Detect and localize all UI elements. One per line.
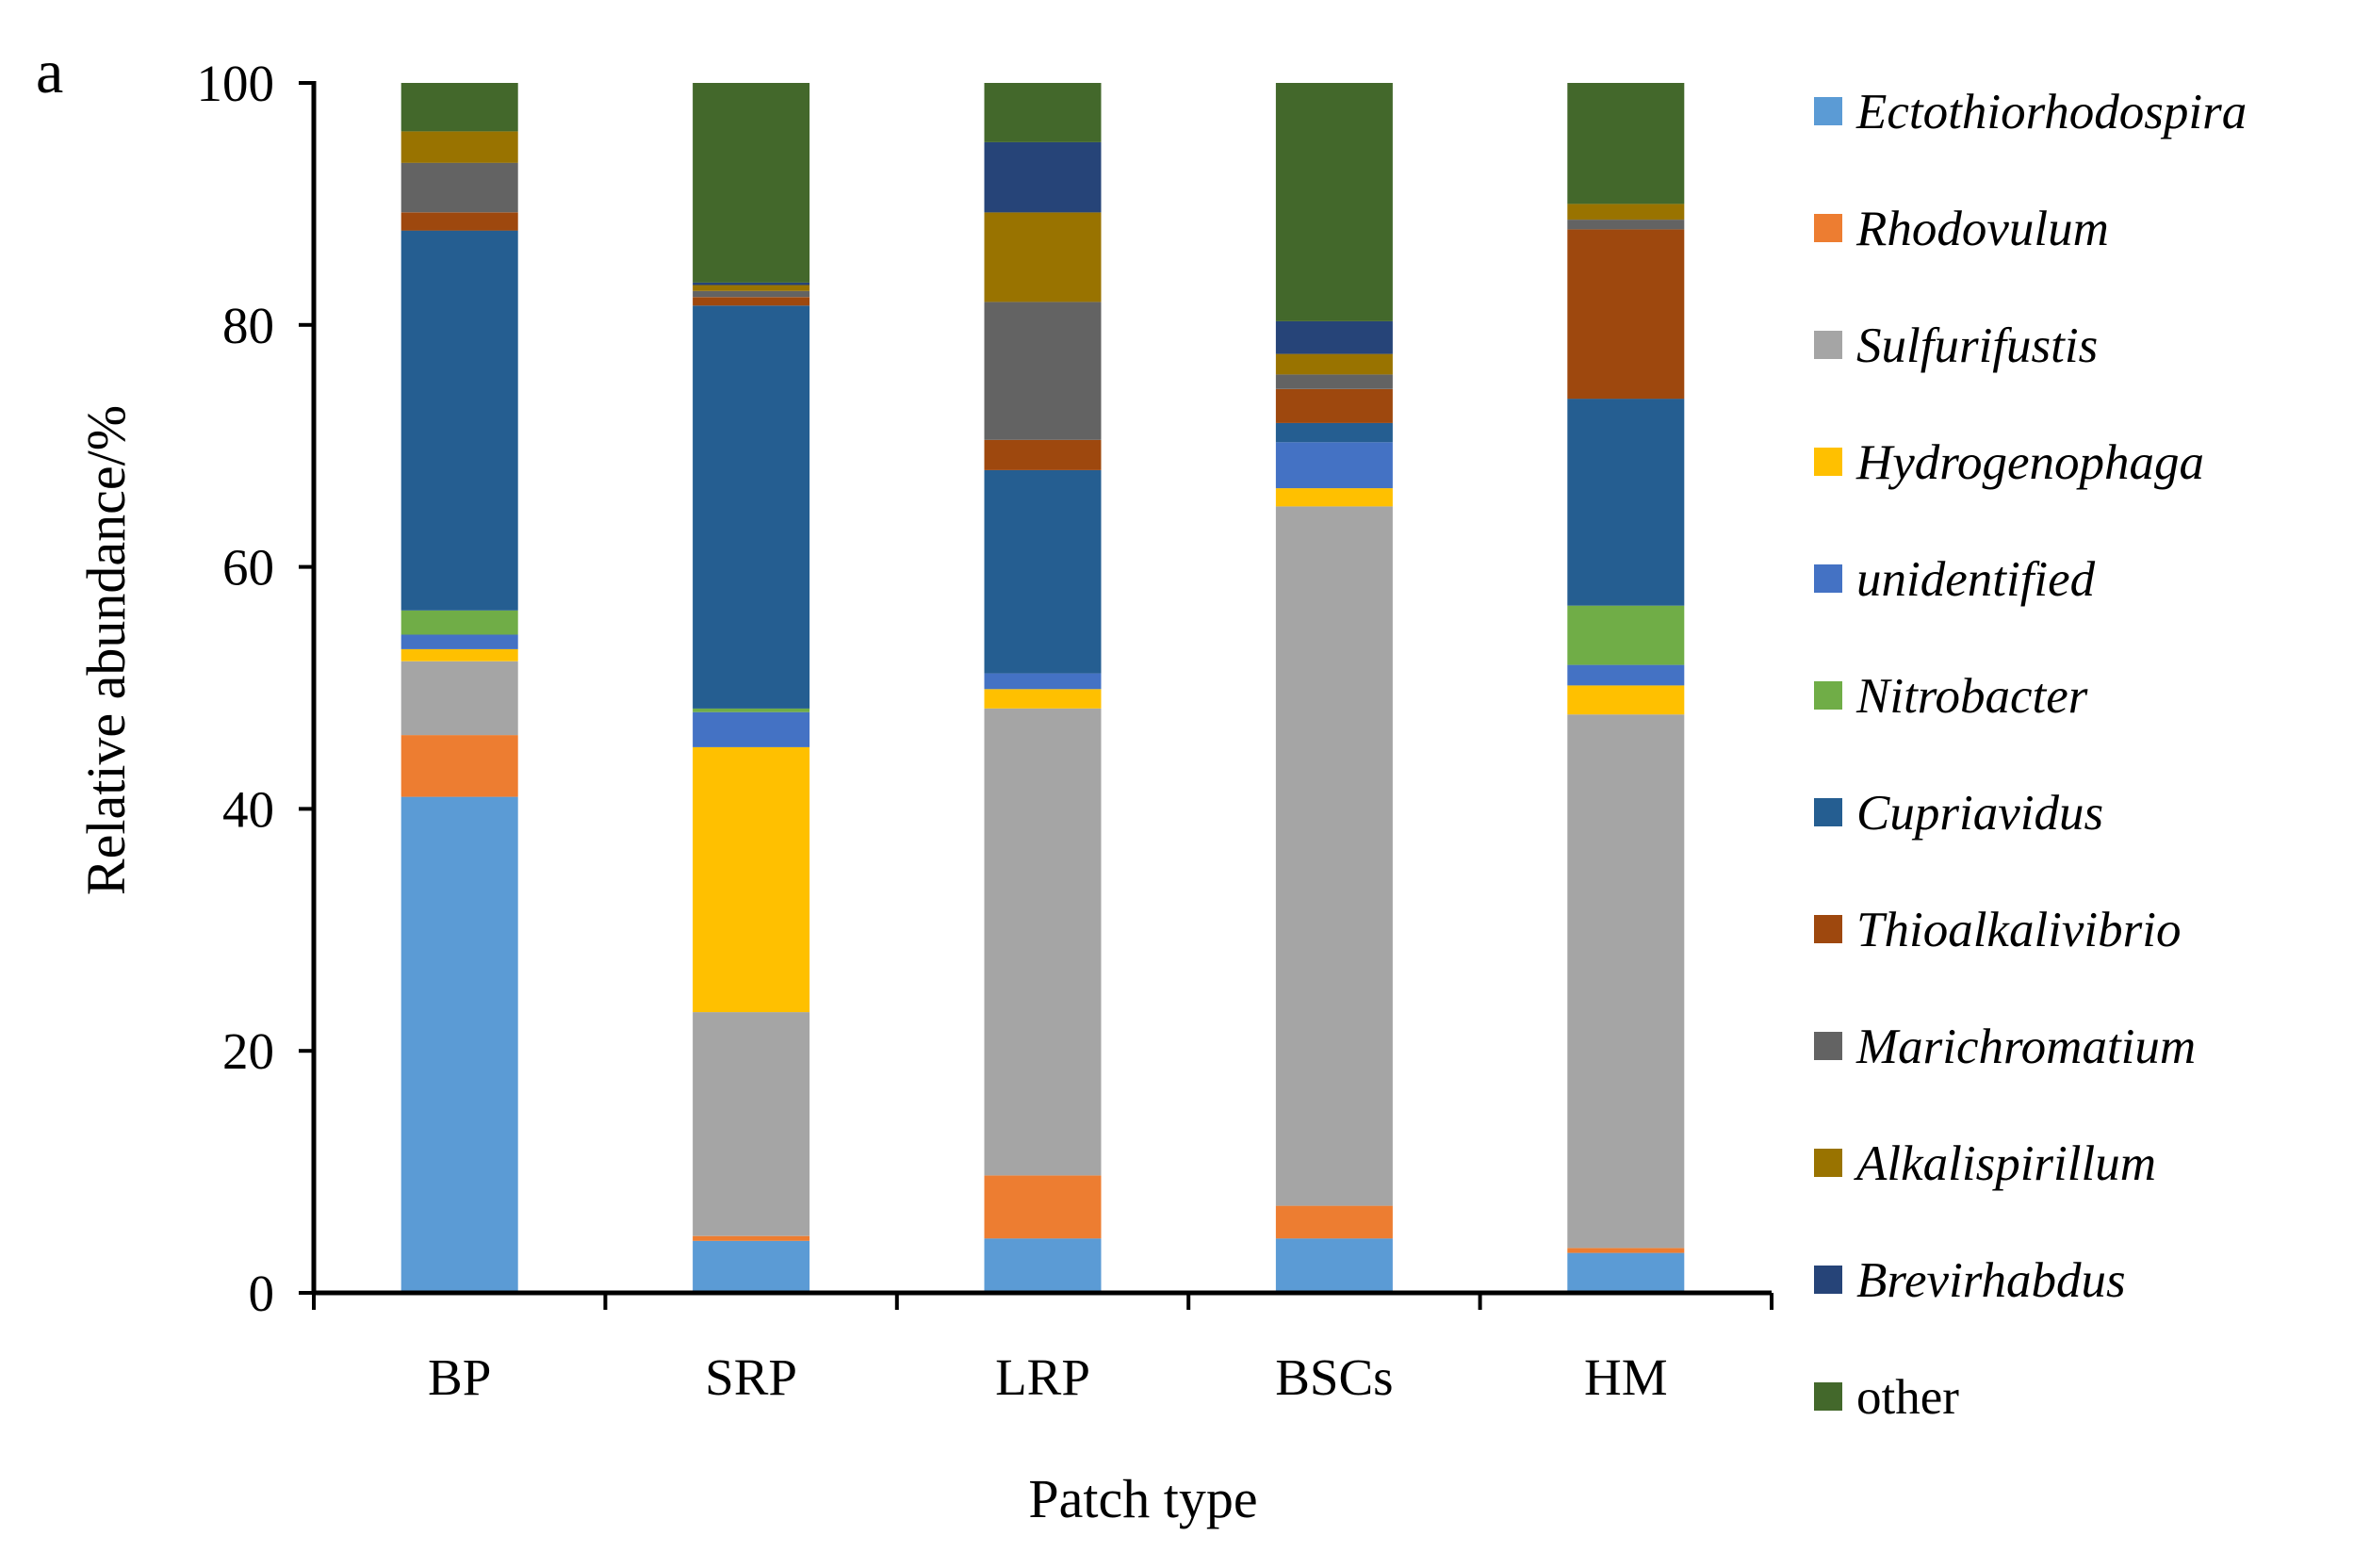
bar-segment-srp-brevirhabdus bbox=[693, 282, 810, 286]
bar-segment-hm-thioalkalivibrio bbox=[1567, 229, 1685, 400]
legend: Ectothiorhodospira Rhodovulum Sulfurifusti… bbox=[1814, 85, 2247, 1425]
panel-label: a bbox=[36, 38, 63, 106]
bar-segment-hm-alkalispirillum bbox=[1567, 204, 1685, 220]
legend-label-brevirhabdus: Brevirhabdus bbox=[1856, 1253, 2126, 1308]
x-tick-label-bp: BP bbox=[428, 1348, 491, 1406]
bar-segment-hm-other bbox=[1567, 83, 1685, 204]
bar-segment-lrp-sulfurifustis bbox=[984, 708, 1102, 1176]
y-tick-label-80: 80 bbox=[222, 297, 274, 354]
legend-swatch-other bbox=[1814, 1382, 1842, 1411]
bar-segment-bp-hydrogenophaga bbox=[400, 648, 518, 662]
bar-segment-bscs-alkalispirillum bbox=[1275, 353, 1393, 375]
bar-segment-srp-other bbox=[693, 83, 810, 283]
legend-label-hydrogenophaga: Hydrogenophaga bbox=[1855, 435, 2204, 490]
legend-label-cupriavidus: Cupriavidus bbox=[1856, 786, 2103, 841]
legend-label-nitrobacter: Nitrobacter bbox=[1855, 669, 2088, 724]
bar-segment-bp-thioalkalivibrio bbox=[400, 212, 518, 231]
legend-label-sulfurifustis: Sulfurifustis bbox=[1856, 318, 2098, 373]
bar-segment-hm-sulfurifustis bbox=[1567, 714, 1685, 1249]
y-tick-label-60: 60 bbox=[222, 539, 274, 596]
axes-group: 0 20 40 60 80 100 BP SRP LRP BSCs HM bbox=[197, 55, 1773, 1406]
legend-swatch-nitrobacter bbox=[1814, 681, 1842, 710]
bar-segment-bscs-brevirhabdus bbox=[1275, 320, 1393, 354]
legend-swatch-thioalkalivibrio bbox=[1814, 915, 1842, 943]
y-tick-label-100: 100 bbox=[197, 55, 275, 112]
legend-swatch-marichromatium bbox=[1814, 1032, 1842, 1060]
bar-segment-srp-alkalispirillum bbox=[693, 285, 810, 291]
y-tick-label-40: 40 bbox=[222, 780, 274, 838]
x-tick-label-bscs: BSCs bbox=[1275, 1348, 1393, 1406]
bar-segment-bscs-other bbox=[1275, 83, 1393, 321]
legend-swatch-hydrogenophaga bbox=[1814, 448, 1842, 476]
bar-segment-lrp-hydrogenophaga bbox=[984, 689, 1102, 709]
bar-segment-bp-nitrobacter bbox=[400, 610, 518, 635]
bars-group bbox=[400, 83, 1685, 1293]
bar-segment-hm-ectothiorhodospira bbox=[1567, 1252, 1685, 1293]
legend-swatch-brevirhabdus bbox=[1814, 1266, 1842, 1294]
legend-label-rhodovulum: Rhodovulum bbox=[1855, 202, 2109, 256]
legend-swatch-sulfurifustis bbox=[1814, 331, 1842, 359]
bar-segment-lrp-unidentified bbox=[984, 673, 1102, 690]
legend-label-thioalkalivibrio: Thioalkalivibrio bbox=[1856, 903, 2182, 957]
bar-segment-bp-marichromatium bbox=[400, 162, 518, 213]
bar-segment-bp-other bbox=[400, 83, 518, 132]
bar-segment-lrp-cupriavidus bbox=[984, 469, 1102, 674]
x-tick-label-hm: HM bbox=[1584, 1348, 1668, 1406]
legend-swatch-rhodovulum bbox=[1814, 214, 1842, 242]
bar-segment-bp-rhodovulum bbox=[400, 735, 518, 797]
legend-label-ectothiorhodospira: Ectothiorhodospira bbox=[1855, 85, 2247, 139]
legend-label-unidentified: unidentified bbox=[1856, 552, 2096, 607]
bar-segment-srp-thioalkalivibrio bbox=[693, 297, 810, 306]
legend-label-other: other bbox=[1856, 1370, 1959, 1425]
bar-segment-hm-hydrogenophaga bbox=[1567, 685, 1685, 715]
bar-segment-hm-rhodovulum bbox=[1567, 1248, 1685, 1253]
bar-segment-srp-unidentified bbox=[693, 711, 810, 747]
bar-segment-srp-rhodovulum bbox=[693, 1235, 810, 1241]
bar-segment-lrp-thioalkalivibrio bbox=[984, 439, 1102, 470]
x-axis-title: Patch type bbox=[1028, 1468, 1257, 1529]
bar-segment-lrp-other bbox=[984, 83, 1102, 142]
bar-segment-lrp-rhodovulum bbox=[984, 1175, 1102, 1239]
x-tick-label-lrp: LRP bbox=[995, 1348, 1090, 1406]
y-tick-label-20: 20 bbox=[222, 1022, 274, 1080]
bar-segment-lrp-alkalispirillum bbox=[984, 212, 1102, 302]
bar-segment-bscs-sulfurifustis bbox=[1275, 506, 1393, 1206]
bar-segment-bscs-unidentified bbox=[1275, 442, 1393, 489]
bar-segment-hm-unidentified bbox=[1567, 664, 1685, 686]
bar-segment-bp-alkalispirillum bbox=[400, 131, 518, 163]
legend-swatch-ectothiorhodospira bbox=[1814, 97, 1842, 125]
legend-swatch-unidentified bbox=[1814, 564, 1842, 593]
bar-segment-srp-hydrogenophaga bbox=[693, 746, 810, 1013]
bar-segment-lrp-ectothiorhodospira bbox=[984, 1238, 1102, 1293]
bar-segment-srp-nitrobacter bbox=[693, 708, 810, 712]
x-tick-label-srp: SRP bbox=[705, 1348, 797, 1406]
bar-segment-lrp-brevirhabdus bbox=[984, 141, 1102, 213]
y-axis-title: Relative abundance/% bbox=[75, 405, 137, 895]
bar-segment-bp-unidentified bbox=[400, 634, 518, 649]
bar-segment-bscs-marichromatium bbox=[1275, 374, 1393, 389]
bar-segment-bp-ectothiorhodospira bbox=[400, 796, 518, 1293]
bar-segment-bscs-hydrogenophaga bbox=[1275, 488, 1393, 507]
bar-segment-bscs-thioalkalivibrio bbox=[1275, 388, 1393, 423]
bar-segment-hm-nitrobacter bbox=[1567, 605, 1685, 665]
bar-segment-srp-cupriavidus bbox=[693, 305, 810, 709]
legend-label-alkalispirillum: Alkalispirillum bbox=[1854, 1136, 2156, 1191]
bar-segment-bp-sulfurifustis bbox=[400, 661, 518, 736]
legend-swatch-cupriavidus bbox=[1814, 798, 1842, 826]
bar-segment-bscs-ectothiorhodospira bbox=[1275, 1238, 1393, 1293]
bar-segment-hm-marichromatium bbox=[1567, 220, 1685, 230]
bar-segment-hm-cupriavidus bbox=[1567, 399, 1685, 606]
bar-segment-lrp-marichromatium bbox=[984, 302, 1102, 440]
y-tick-label-0: 0 bbox=[249, 1265, 275, 1322]
bar-segment-bscs-rhodovulum bbox=[1275, 1205, 1393, 1239]
legend-label-marichromatium: Marichromatium bbox=[1855, 1020, 2196, 1074]
legend-swatch-alkalispirillum bbox=[1814, 1149, 1842, 1177]
bar-segment-srp-marichromatium bbox=[693, 290, 810, 298]
bar-segment-bp-cupriavidus bbox=[400, 230, 518, 611]
bar-segment-srp-sulfurifustis bbox=[693, 1012, 810, 1236]
bar-segment-srp-ectothiorhodospira bbox=[693, 1240, 810, 1293]
bar-segment-bscs-cupriavidus bbox=[1275, 422, 1393, 443]
